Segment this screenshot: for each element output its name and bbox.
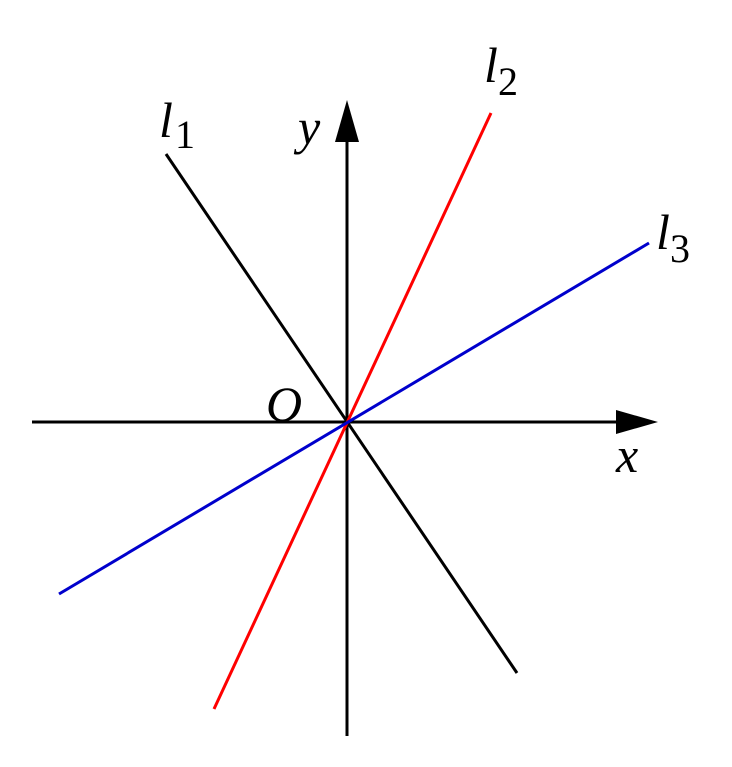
line-l1 — [164, 153, 519, 674]
line-l3-letter: l — [656, 204, 670, 260]
line-l1-letter: l — [159, 92, 173, 148]
line-l2 — [212, 112, 493, 710]
line-l1-subscript: 1 — [175, 112, 195, 157]
origin-label: O — [266, 376, 302, 432]
line-l2-subscript: 2 — [498, 59, 518, 104]
y-axis-label: y — [293, 99, 321, 155]
line-l2-label: l 2 — [484, 37, 518, 104]
y-axis-arrowhead — [335, 100, 359, 142]
line-l3-subscript: 3 — [670, 226, 690, 271]
line-l2-letter: l — [484, 37, 498, 93]
line-l3 — [58, 241, 650, 596]
x-axis-arrowhead — [616, 410, 658, 434]
line-l1-label: l 1 — [159, 92, 195, 157]
line-l3-label: l 3 — [656, 204, 690, 271]
x-axis-label: x — [615, 427, 638, 483]
